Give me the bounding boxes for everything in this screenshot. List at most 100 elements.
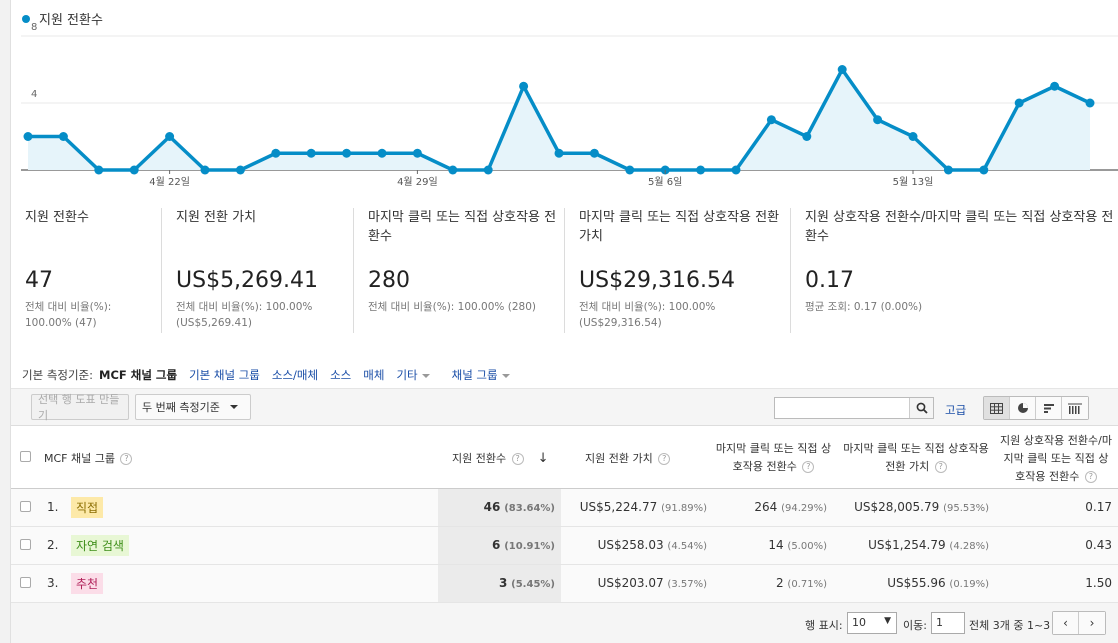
chevron-down-icon xyxy=(501,373,510,378)
row-checkbox[interactable] xyxy=(20,539,31,550)
dimension-medium[interactable]: 매체 xyxy=(363,368,385,382)
data-point xyxy=(129,165,139,175)
header-assisted-conversions[interactable]: 지원 전환수 ? ↓ xyxy=(452,451,549,466)
scorecards: 지원 전환수 47 전체 대비 비율(%): 100.00% (47) 지원 전환… xyxy=(11,200,1118,340)
data-point xyxy=(271,148,281,158)
primary-dimension-bar: 기본 측정기준: MCF 채널 그룹 기본 채널 그룹 소스/매체 소스 매체 … xyxy=(22,367,510,383)
assisted-cell: 3 (5.45%) xyxy=(498,576,555,590)
table-view-button[interactable] xyxy=(984,397,1010,419)
bar-chart-icon xyxy=(1043,403,1054,413)
row-number: 1. xyxy=(47,500,59,514)
dimension-mcf-channel-group[interactable]: MCF 채널 그룹 xyxy=(99,368,178,382)
row-number: 2. xyxy=(47,538,59,552)
header-last-click-value[interactable]: 마지막 클릭 또는 직접 상호작용 전환 가치 ? xyxy=(843,442,989,473)
last-click-value-cell: US$55.96 (0.19%) xyxy=(887,576,989,590)
scorecard-assisted[interactable]: 지원 전환수 47 전체 대비 비율(%): 100.00% (47) xyxy=(11,208,161,333)
goto-label: 이동: xyxy=(903,619,927,632)
help-icon[interactable]: ? xyxy=(802,461,815,473)
scorecard-value: US$29,316.54 xyxy=(579,268,736,293)
help-icon[interactable]: ? xyxy=(658,453,671,465)
header-assisted-value[interactable]: 지원 전환 가치 ? xyxy=(585,450,671,468)
help-icon[interactable]: ? xyxy=(511,453,524,465)
next-page-button[interactable]: › xyxy=(1079,612,1105,634)
header-mcf-channel-group[interactable]: MCF 채널 그룹 ? xyxy=(44,450,133,468)
sorted-column-bg xyxy=(438,489,561,526)
assisted-cell: 6 (10.91%) xyxy=(492,538,555,552)
comparison-view-button[interactable] xyxy=(1062,397,1088,419)
chart-legend: 지원 전환수 xyxy=(22,9,103,28)
search-input[interactable] xyxy=(775,398,909,418)
rows-per-page-select[interactable]: 10 ▼ xyxy=(847,612,897,634)
grid-icon xyxy=(990,402,1003,414)
data-point xyxy=(802,132,812,141)
table-row[interactable]: 1. 직접 46 (83.64%) US$5,224.77 (91.89%) 264 (… xyxy=(11,489,1118,527)
scorecard-value: 280 xyxy=(368,268,410,293)
ratio-cell: 0.43 xyxy=(1085,538,1112,552)
page-nav: ‹ › xyxy=(1052,611,1106,635)
scorecard-value: US$5,269.41 xyxy=(176,268,319,293)
pie-chart-icon xyxy=(1017,403,1028,413)
ratio-cell: 1.50 xyxy=(1085,576,1112,590)
scorecard-value: 0.17 xyxy=(805,268,854,293)
table-toolbar: 선택 행 도표 만들기 두 번째 측정기준 고급 xyxy=(11,388,1118,426)
data-point xyxy=(589,148,599,158)
assisted-value-cell: US$258.03 (4.54%) xyxy=(597,538,707,552)
primary-dimension-label: 기본 측정기준: xyxy=(22,368,94,382)
scorecard-assisted-value[interactable]: 지원 전환 가치 US$5,269.41 전체 대비 비율(%): 100.00… xyxy=(161,208,353,333)
data-point xyxy=(58,132,68,141)
select-all-checkbox[interactable] xyxy=(20,451,31,462)
assisted-cell: 46 (83.64%) xyxy=(483,500,555,514)
row-number: 3. xyxy=(47,576,59,590)
chart-svg: 8 4 4월 22일 4월 29일 5월 6일 5월 13일 xyxy=(21,22,1118,188)
dimension-default-channel-group[interactable]: 기본 채널 그룹 xyxy=(189,368,260,382)
help-icon[interactable]: ? xyxy=(934,461,947,473)
data-point xyxy=(943,165,953,175)
data-point xyxy=(731,165,741,175)
data-point xyxy=(23,132,33,141)
help-icon[interactable]: ? xyxy=(120,453,133,465)
scorecard-last-click[interactable]: 마지막 클릭 또는 직접 상호작용 전환수 280 전체 대비 비율(%): 1… xyxy=(353,208,564,333)
scorecard-value: 47 xyxy=(25,268,53,293)
scorecard-sub: 전체 대비 비율(%): 100.00% (US$5,269.41) xyxy=(176,301,313,329)
data-point xyxy=(519,81,529,91)
secondary-dimension-dropdown[interactable]: 두 번째 측정기준 xyxy=(135,394,251,420)
previous-page-button[interactable]: ‹ xyxy=(1053,612,1079,634)
left-frame xyxy=(0,0,11,643)
header-last-click-conversions[interactable]: 마지막 클릭 또는 직접 상호작용 전환수 ? xyxy=(715,442,832,473)
scorecard-sub: 전체 대비 비율(%): 100.00% (280) xyxy=(368,301,536,313)
scorecard-last-click-value[interactable]: 마지막 클릭 또는 직접 상호작용 전환 가치 US$29,316.54 전체 … xyxy=(564,208,790,333)
table-search xyxy=(774,397,934,419)
scorecard-sub: 평균 조회: 0.17 (0.00%) xyxy=(805,301,923,313)
data-point xyxy=(200,165,210,175)
pie-view-button[interactable] xyxy=(1010,397,1036,419)
advanced-filter-link[interactable]: 고급 xyxy=(945,403,967,417)
bar-view-button[interactable] xyxy=(1036,397,1062,419)
data-point xyxy=(235,165,245,175)
search-button[interactable] xyxy=(909,398,933,418)
channel-link[interactable]: 추천 xyxy=(71,573,104,594)
dimension-source-medium[interactable]: 소스/매체 xyxy=(271,368,319,382)
pagination-bar: 행 표시: 10 ▼ 이동: 1 전체 3개 중 1~3 ‹ › xyxy=(11,603,1118,643)
x-tick-label: 5월 13일 xyxy=(893,176,934,188)
sort-descending-icon[interactable]: ↓ xyxy=(537,451,549,466)
channel-link[interactable]: 자연 검색 xyxy=(71,535,129,556)
assisted-value-cell: US$203.07 (3.57%) xyxy=(597,576,707,590)
dimension-other-dropdown[interactable]: 기타 xyxy=(396,367,430,383)
y-tick-label: 4 xyxy=(31,89,37,100)
header-ratio[interactable]: 지원 상호작용 전환수/마지막 클릭 또는 직접 상호작용 전환수 ? xyxy=(1000,434,1112,483)
table-row[interactable]: 3. 추천 3 (5.45%) US$203.07 (3.57%) 2 (0.71%) U… xyxy=(11,565,1118,603)
comparison-icon xyxy=(1068,403,1082,414)
row-checkbox[interactable] xyxy=(20,501,31,512)
plot-rows-button[interactable]: 선택 행 도표 만들기 xyxy=(31,393,129,422)
table-row[interactable]: 2. 자연 검색 6 (10.91%) US$258.03 (4.54%) 14 (5.… xyxy=(11,527,1118,565)
goto-page-input[interactable]: 1 xyxy=(931,612,965,634)
data-point xyxy=(1014,98,1024,108)
scorecard-title: 지원 전환 가치 xyxy=(176,210,257,225)
data-point xyxy=(908,132,918,141)
scorecard-ratio[interactable]: 지원 상호작용 전환수/마지막 클릭 또는 직접 상호작용 전환수 0.17 평… xyxy=(790,208,1118,333)
row-checkbox[interactable] xyxy=(20,577,31,588)
help-icon[interactable]: ? xyxy=(1084,471,1097,483)
channel-link[interactable]: 직접 xyxy=(71,497,104,518)
dimension-channel-group-dropdown[interactable]: 채널 그룹 xyxy=(452,367,510,383)
dimension-source[interactable]: 소스 xyxy=(330,368,352,382)
